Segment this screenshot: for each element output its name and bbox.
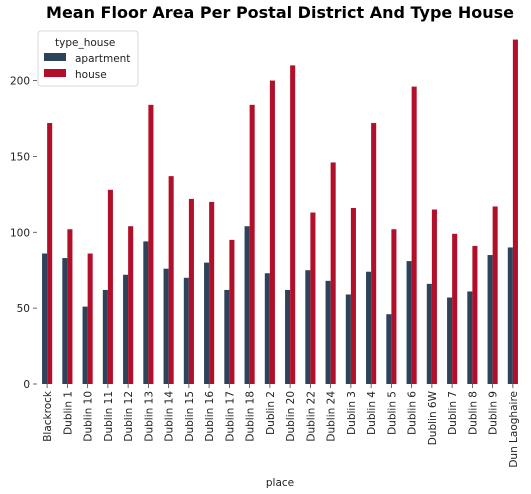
bar-house-dublin-6 (411, 86, 417, 385)
y-axis: 0 50 100 150 200 (10, 76, 37, 391)
bar-apartment-dublin-12 (123, 274, 129, 384)
x-tick-label: Dublin 20 (285, 391, 297, 442)
y-tick-label: 50 (17, 303, 30, 315)
bar-house-dublin-4 (371, 123, 377, 384)
x-tick-label: Dun Laoghaire (508, 391, 520, 468)
bar-house-dublin-22 (310, 212, 316, 384)
bar-apartment-dublin-10 (82, 306, 88, 384)
bar-apartment-dublin-5 (386, 314, 392, 384)
bar-house-dublin-3 (350, 208, 356, 384)
bar-house-dublin-13 (148, 104, 154, 384)
bar-apartment-dublin-15 (183, 277, 189, 384)
legend-label-apartment: apartment (75, 53, 130, 65)
bar-house-dublin-5 (391, 229, 397, 384)
x-tick-label: Dublin 22 (305, 391, 317, 442)
legend-swatch-house (44, 69, 66, 77)
bar-house-blackrock (47, 123, 53, 384)
bar-house-dublin-11 (107, 189, 113, 384)
x-tick-label: Dublin 7 (447, 391, 459, 435)
bar-house-dublin-1 (67, 229, 73, 384)
x-tick-label: Dublin 24 (326, 391, 338, 442)
bar-house-dublin-16 (209, 201, 215, 384)
y-tick-label: 150 (10, 151, 30, 163)
bar-house-dublin-6w (431, 209, 437, 384)
x-tick-label: Dublin 2 (265, 391, 277, 435)
bar-house-dublin-8 (472, 245, 478, 384)
x-axis: Blackrock Dublin 1 Dublin 10 Dublin 11 Dubli… (42, 384, 520, 468)
bar-apartment-dublin-8 (467, 291, 473, 384)
legend: type_house apartment house (37, 30, 139, 87)
x-tick-label: Dublin 16 (204, 391, 216, 442)
x-tick-label: Dublin 10 (83, 391, 95, 442)
bar-apartment-blackrock (42, 253, 48, 384)
x-tick-label: Dublin 5 (386, 391, 398, 435)
bar-apartment-dublin-16 (204, 262, 210, 384)
bar-apartment-dublin-24 (325, 280, 331, 384)
x-tick-label: Dublin 1 (62, 391, 74, 435)
x-tick-label: Dublin 11 (103, 391, 115, 442)
bar-house-dublin-18 (249, 104, 255, 384)
x-tick-label: Dublin 6 (407, 391, 419, 435)
bar-house-dublin-10 (87, 253, 93, 384)
x-tick-label: Dublin 4 (366, 391, 378, 435)
x-tick-label: Dublin 8 (467, 391, 479, 435)
x-tick-label: Dublin 9 (488, 391, 500, 435)
x-tick-label: Dublin 6W (427, 390, 439, 445)
bar-apartment-dun-laoghaire (507, 247, 513, 384)
bar-apartment-dublin-22 (305, 270, 311, 384)
bar-apartment-dublin-11 (102, 289, 108, 384)
bar-house-dublin-20 (290, 65, 296, 384)
bar-apartment-dublin-20 (285, 289, 291, 384)
bar-apartment-dublin-6 (406, 261, 412, 384)
x-tick-label: Dublin 13 (143, 391, 155, 442)
x-axis-label: place (266, 477, 294, 489)
bar-apartment-dublin-13 (143, 241, 149, 384)
bar-apartment-dublin-9 (487, 255, 493, 384)
x-tick-label: Dublin 15 (184, 391, 196, 442)
x-tick-label: Dublin 18 (245, 391, 257, 442)
y-tick-label: 0 (23, 379, 30, 391)
bar-apartment-dublin-3 (345, 294, 351, 384)
x-tick-label: Dublin 12 (123, 391, 135, 442)
bar-apartment-dublin-7 (447, 297, 453, 384)
x-tick-label: Blackrock (42, 390, 54, 442)
bar-house-dublin-2 (269, 80, 275, 385)
legend-title: type_house (55, 37, 115, 49)
x-tick-label: Dublin 3 (346, 391, 358, 435)
bar-house-dublin-15 (188, 198, 194, 384)
bar-house-dublin-9 (492, 206, 498, 384)
chart-title: Mean Floor Area Per Postal District And … (46, 3, 514, 22)
bar-apartment-dublin-14 (163, 268, 169, 384)
x-tick-label: Dublin 17 (224, 391, 236, 442)
legend-label-house: house (75, 69, 107, 81)
bar-apartment-dublin-4 (366, 271, 372, 384)
bar-apartment-dublin-2 (264, 273, 270, 384)
bar-apartment-dublin-18 (244, 226, 250, 384)
bar-apartment-dublin-1 (62, 258, 68, 384)
bar-house-dun-laoghaire (512, 39, 518, 385)
y-tick-label: 200 (10, 76, 30, 88)
x-tick-label: Dublin 14 (164, 391, 176, 442)
bars (42, 39, 518, 385)
bar-apartment-dublin-6w (426, 283, 432, 384)
bar-house-dublin-14 (168, 176, 174, 384)
bar-apartment-dublin-17 (224, 289, 230, 384)
legend-swatch-apartment (44, 53, 66, 61)
y-tick-label: 100 (10, 227, 30, 239)
bar-house-dublin-17 (229, 239, 235, 384)
bar-house-dublin-12 (128, 226, 134, 384)
bar-house-dublin-24 (330, 162, 336, 384)
bar-house-dublin-7 (452, 233, 458, 384)
